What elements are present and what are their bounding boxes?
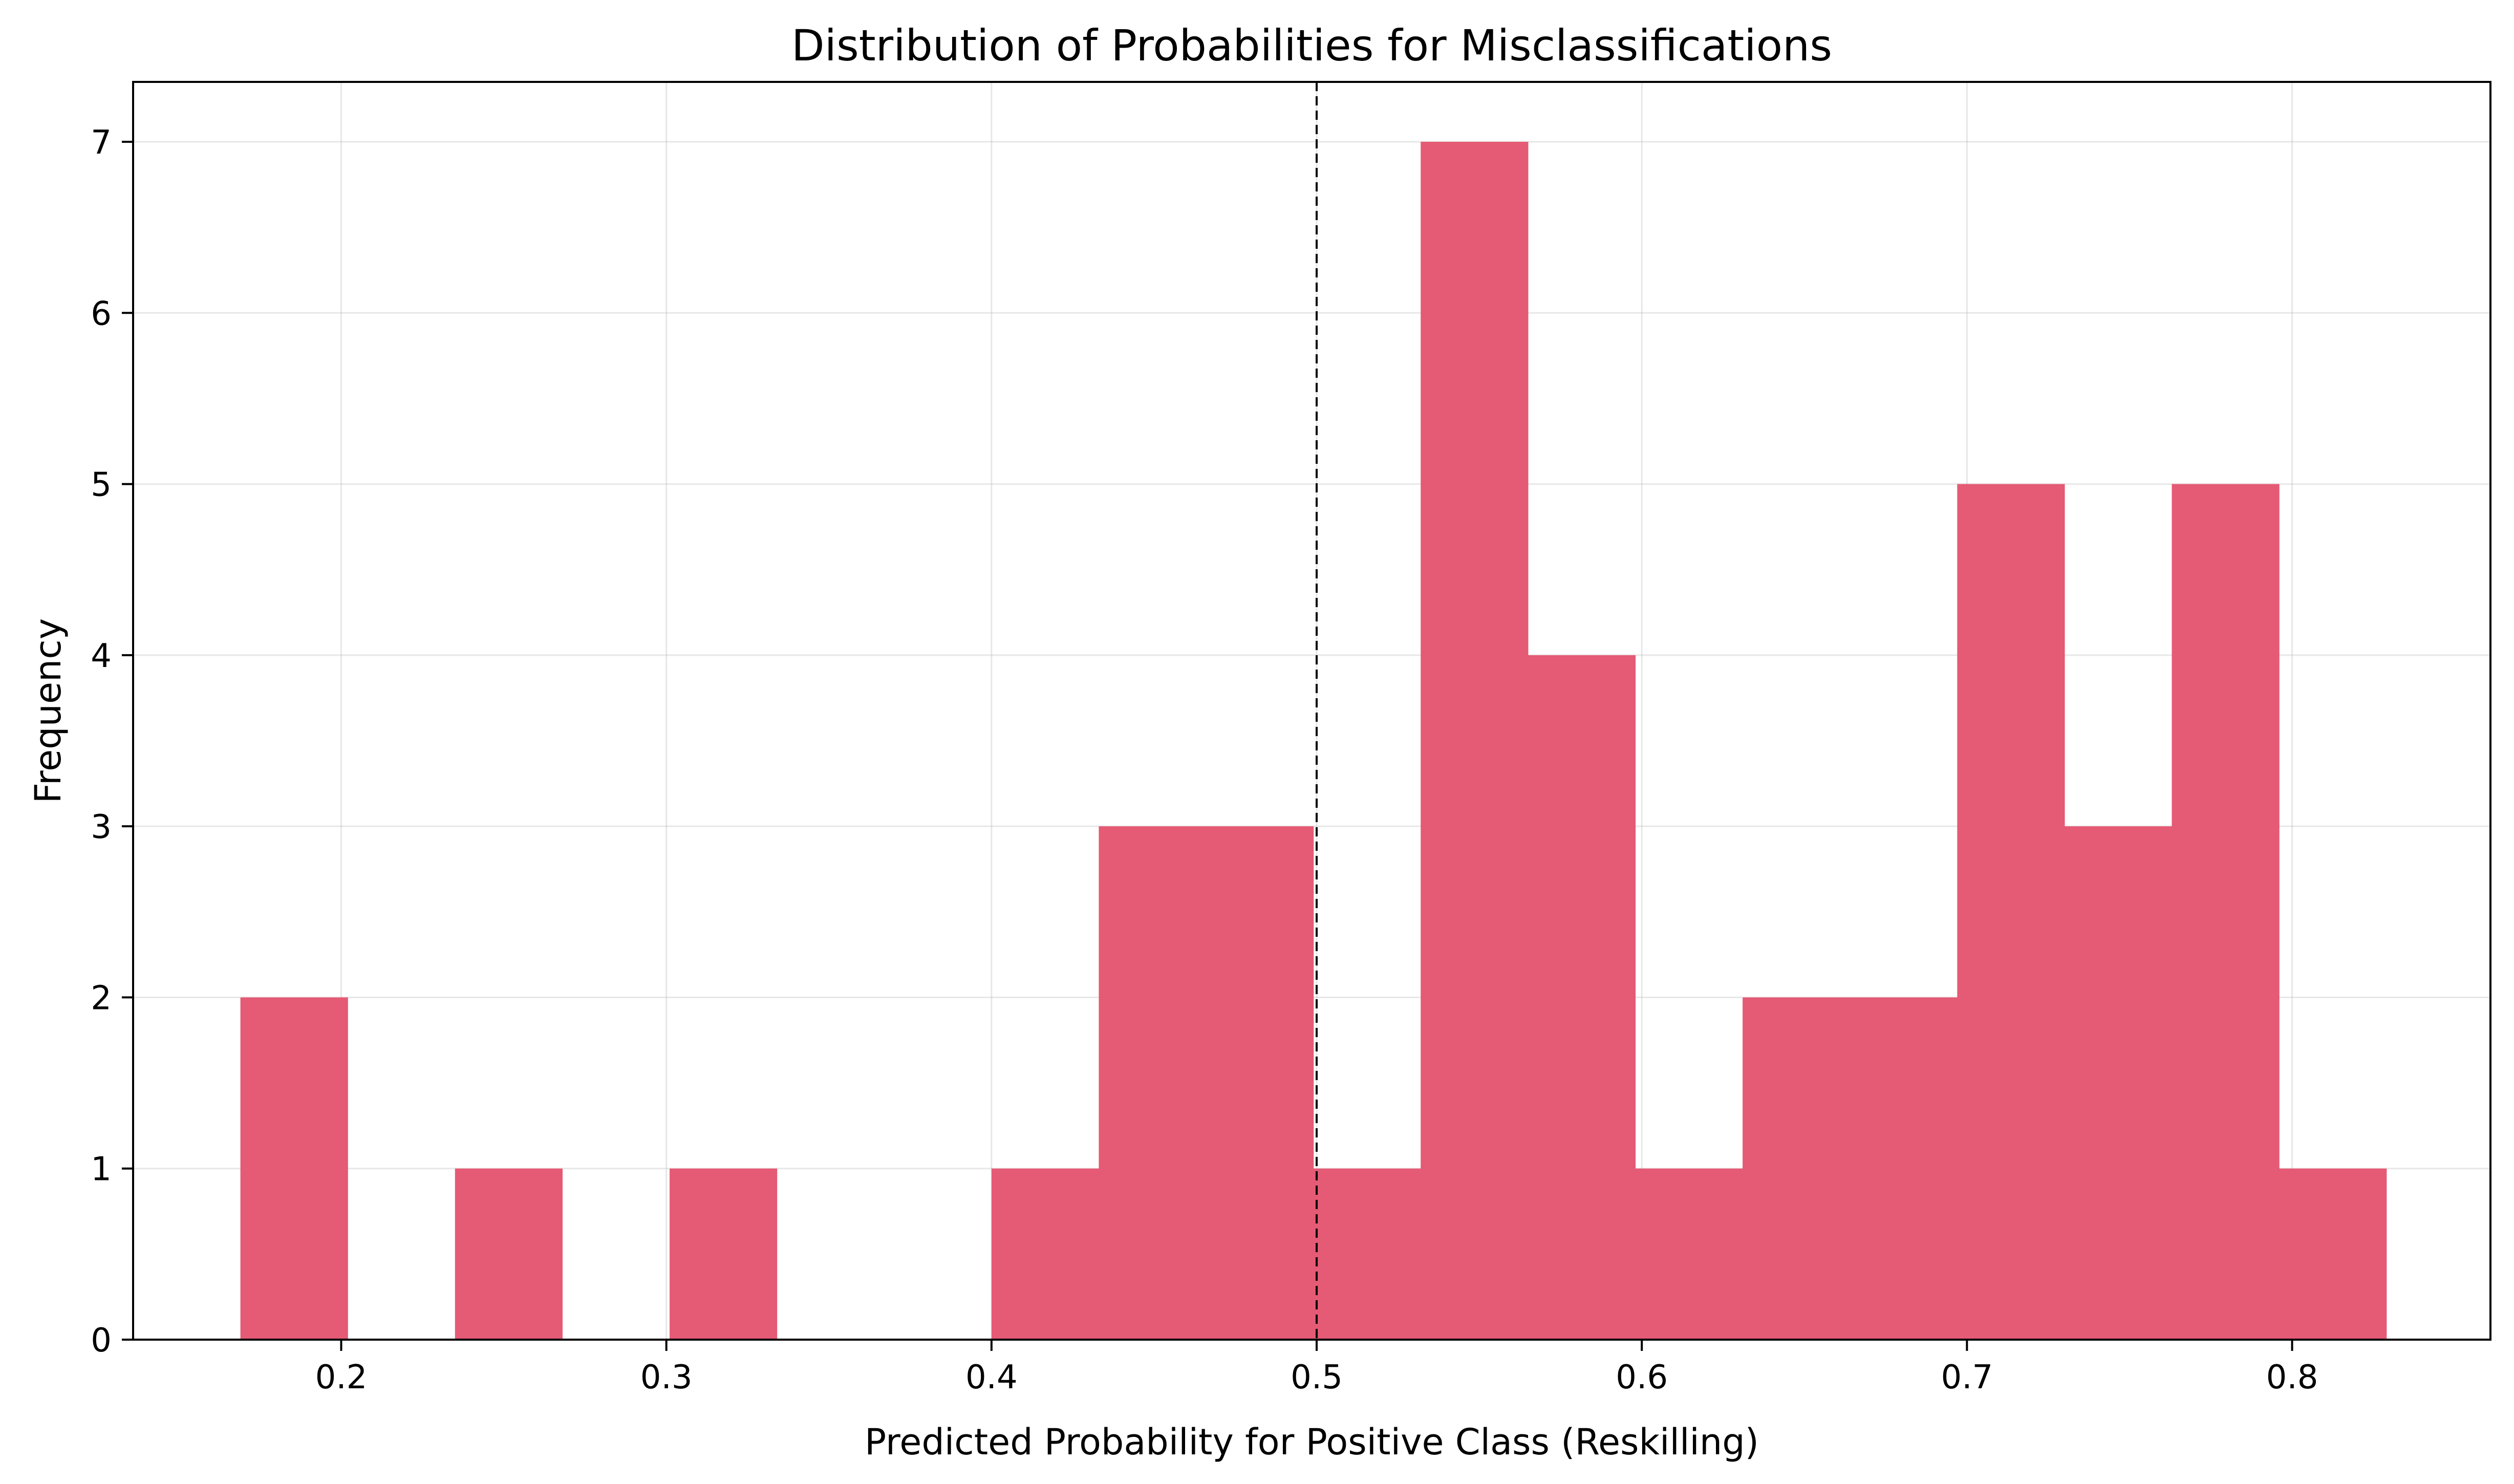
x-tick-label: 0.4 [965, 1359, 1018, 1396]
plot-frame [132, 81, 2491, 1341]
y-tick-label: 4 [91, 637, 112, 675]
histogram-bar [1313, 1168, 1421, 1340]
y-tick-label: 2 [91, 979, 112, 1017]
histogram-bar [1850, 997, 1958, 1340]
histogram-bars [240, 142, 2387, 1340]
x-tick-label: 0.2 [315, 1359, 368, 1396]
histogram-bar [991, 1168, 1100, 1340]
x-axis-label: Predicted Probability for Positive Class… [865, 1421, 1759, 1463]
y-axis-label: Frequency [27, 618, 69, 804]
histogram-bar [2172, 484, 2280, 1340]
histogram-bar [1206, 826, 1314, 1340]
y-tick-label: 1 [91, 1151, 112, 1189]
x-tick-label: 0.6 [1616, 1359, 1668, 1396]
y-tick-label: 7 [91, 124, 112, 162]
histogram-bar [2064, 826, 2173, 1340]
histogram-bar [1635, 1168, 1743, 1340]
histogram-bar [1528, 655, 1636, 1340]
x-tick-label: 0.3 [640, 1359, 693, 1396]
y-tick-label: 5 [91, 466, 112, 504]
histogram-bar [455, 1168, 563, 1340]
chart-title: Distribution of Probabilities for Miscla… [791, 20, 1832, 71]
histogram-bar [240, 997, 348, 1340]
histogram-bar [670, 1168, 778, 1340]
x-tick-label: 0.7 [1941, 1359, 1993, 1396]
x-axis-ticks: 0.2 0.3 0.4 0.5 0.6 0.7 0.8 [315, 1340, 2318, 1396]
y-tick-label: 0 [91, 1322, 112, 1360]
histogram-bar [1743, 997, 1851, 1340]
x-tick-label: 0.8 [2266, 1359, 2318, 1396]
histogram-bar [2279, 1168, 2387, 1340]
histogram-bar [1957, 484, 2065, 1340]
y-axis-ticks: 0 1 2 3 4 5 6 7 [91, 124, 133, 1360]
histogram-bar [1099, 826, 1207, 1340]
y-tick-label: 6 [91, 295, 112, 333]
x-tick-label: 0.5 [1291, 1359, 1343, 1396]
y-tick-label: 3 [91, 808, 112, 846]
histogram-bar [1421, 142, 1529, 1340]
